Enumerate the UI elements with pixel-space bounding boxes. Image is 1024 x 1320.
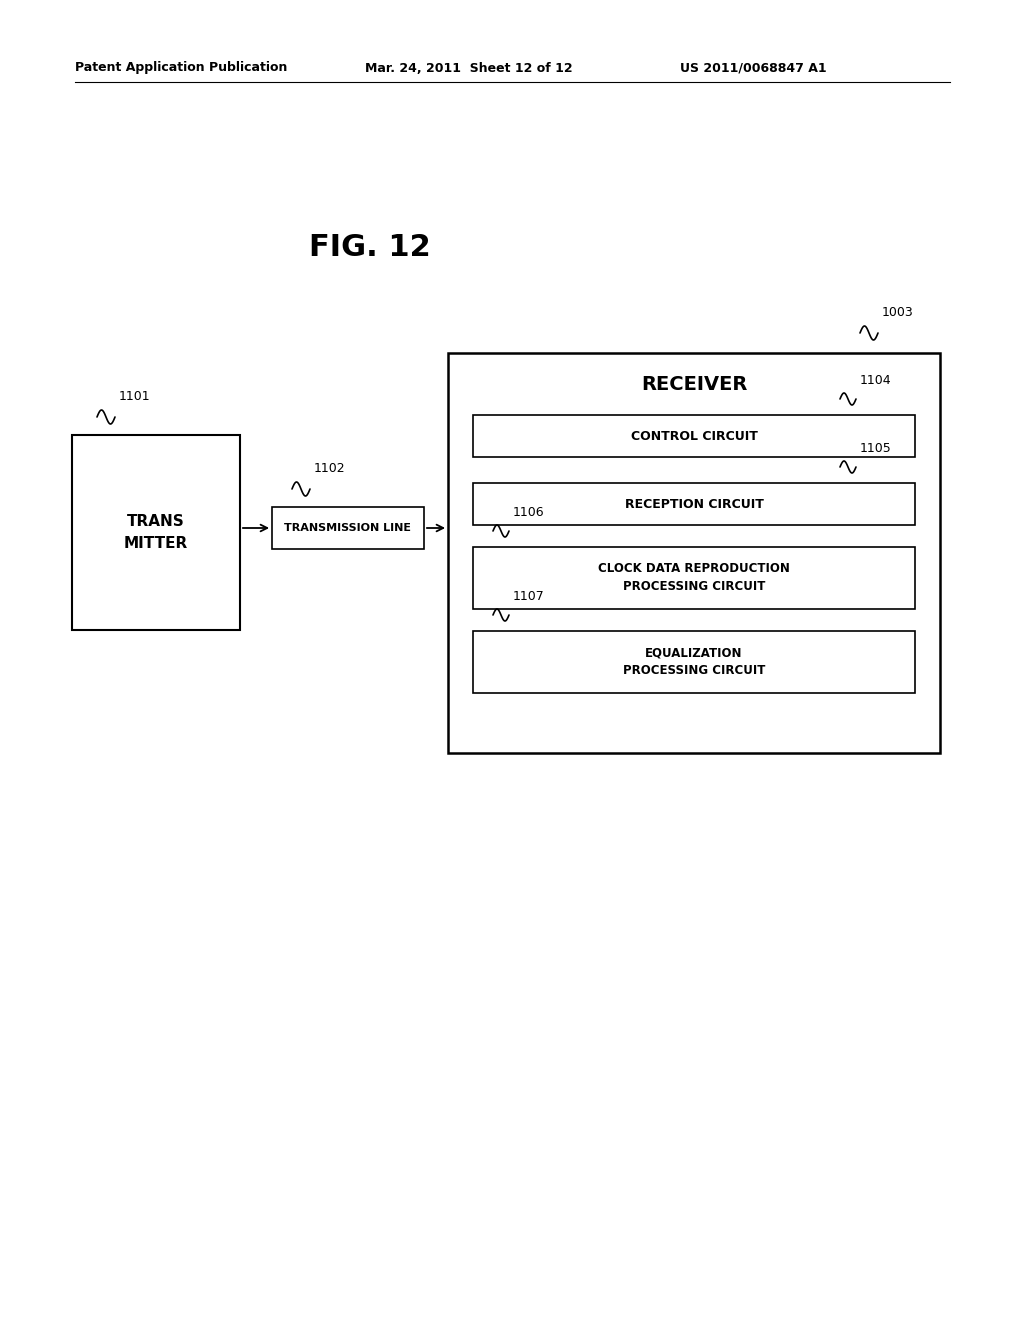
Text: CLOCK DATA REPRODUCTION
PROCESSING CIRCUIT: CLOCK DATA REPRODUCTION PROCESSING CIRCU… bbox=[598, 562, 790, 594]
Text: EQUALIZATION
PROCESSING CIRCUIT: EQUALIZATION PROCESSING CIRCUIT bbox=[623, 647, 765, 677]
Text: 1101: 1101 bbox=[119, 389, 151, 403]
Bar bbox=[272, 507, 424, 549]
Text: 1003: 1003 bbox=[882, 306, 913, 319]
Text: FIG. 12: FIG. 12 bbox=[309, 234, 431, 263]
Text: RECEIVER: RECEIVER bbox=[641, 375, 748, 395]
Bar bbox=[449, 352, 940, 752]
Text: CONTROL CIRCUIT: CONTROL CIRCUIT bbox=[631, 429, 758, 442]
Text: Mar. 24, 2011  Sheet 12 of 12: Mar. 24, 2011 Sheet 12 of 12 bbox=[365, 62, 572, 74]
Text: TRANSMISSION LINE: TRANSMISSION LINE bbox=[285, 523, 412, 533]
Text: 1106: 1106 bbox=[513, 506, 545, 519]
Text: US 2011/0068847 A1: US 2011/0068847 A1 bbox=[680, 62, 826, 74]
Text: RECEPTION CIRCUIT: RECEPTION CIRCUIT bbox=[625, 498, 764, 511]
Text: Patent Application Publication: Patent Application Publication bbox=[75, 62, 288, 74]
Text: 1107: 1107 bbox=[513, 590, 545, 603]
Bar bbox=[72, 436, 240, 630]
Text: 1105: 1105 bbox=[860, 442, 892, 455]
Bar bbox=[473, 631, 915, 693]
Text: 1102: 1102 bbox=[314, 462, 346, 475]
Text: 1104: 1104 bbox=[860, 374, 892, 387]
Text: TRANS
MITTER: TRANS MITTER bbox=[124, 515, 188, 550]
Bar bbox=[473, 483, 915, 525]
Bar bbox=[473, 414, 915, 457]
Bar bbox=[473, 546, 915, 609]
